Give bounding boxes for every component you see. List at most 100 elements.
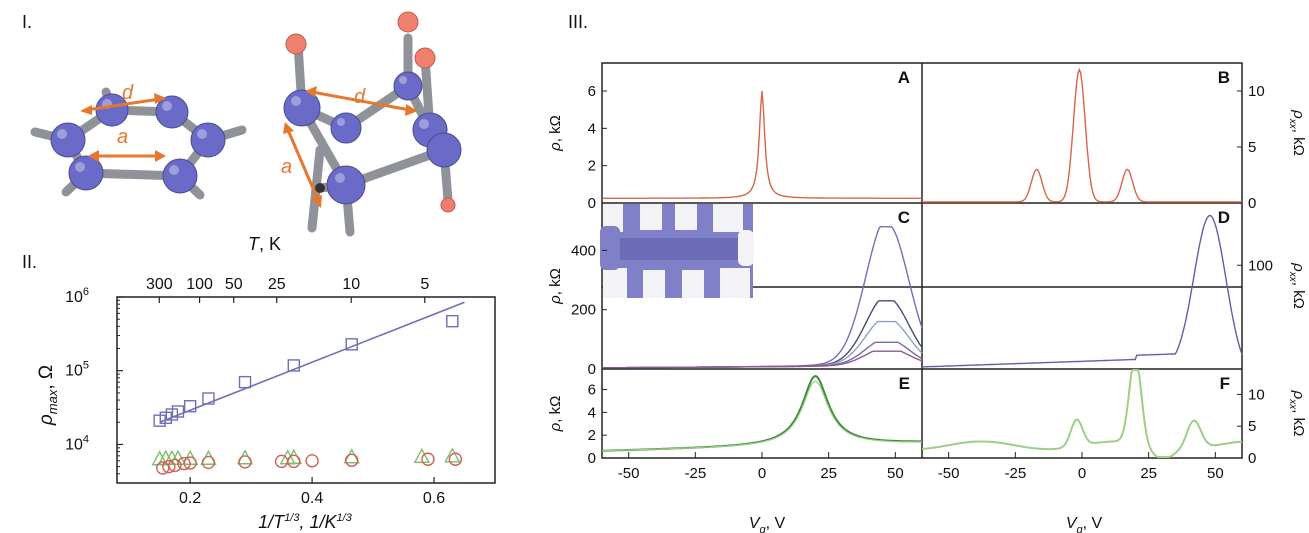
- square-marker: [446, 314, 459, 328]
- y-tick-label: 4: [588, 404, 596, 421]
- y-tick-label: 200: [571, 302, 596, 319]
- circle-marker: [345, 453, 359, 467]
- curve-D: [922, 214, 1243, 368]
- section-label-II: II.: [22, 252, 37, 272]
- chart-II-points: [151, 314, 463, 475]
- circle-marker: [168, 458, 182, 473]
- x-tick-label: -25: [684, 465, 706, 482]
- circle-marker: [177, 456, 191, 471]
- circle-marker: [448, 452, 463, 466]
- square-marker: [171, 405, 185, 418]
- section-label-III: III.: [568, 12, 588, 32]
- fit-line: [159, 301, 465, 424]
- top-tick-label: 25: [268, 276, 286, 293]
- circle-marker: [156, 461, 170, 475]
- triangle-marker: [444, 447, 461, 463]
- circle-marker: [183, 456, 197, 470]
- circle-marker: [162, 459, 176, 474]
- distance-label-d: d: [122, 82, 134, 104]
- chart-II-frame: [116, 296, 496, 484]
- x-tick-label: -50: [938, 465, 960, 482]
- panel-letter: C: [898, 208, 910, 227]
- square-marker: [183, 400, 197, 413]
- y-tick-label: 6: [588, 83, 596, 100]
- triangle-marker: [236, 449, 254, 465]
- panel-ylabel: ρxx, kΩ: [1287, 390, 1307, 437]
- chart-II-xlabel: 1/T1/3, 1/K1/3: [258, 512, 353, 532]
- triangle-marker: [413, 447, 431, 463]
- y-tick-label: 104: [65, 433, 89, 453]
- curve-A: [602, 90, 922, 199]
- square-marker: [287, 359, 301, 372]
- chart-II-top-ticks: 300 100 50 25 10 5: [146, 276, 429, 303]
- chart-II-y-ticks: 104 105 106: [65, 286, 123, 484]
- chart-III-xlabel-left: Vg, V: [749, 515, 786, 533]
- device-micrograph-inset: [600, 204, 754, 298]
- y-tick-label: 10: [1248, 83, 1265, 100]
- circle-marker: [201, 455, 216, 470]
- y-tick-label: 105: [65, 360, 89, 380]
- x-tick-label: -50: [618, 465, 640, 482]
- y-tick-label: 0: [588, 361, 596, 378]
- y-tick-label: 0: [1248, 195, 1256, 212]
- x-tick-label: 25: [820, 465, 837, 482]
- y-tick-label: 0: [588, 450, 596, 467]
- y-tick-label: 5: [1248, 418, 1256, 435]
- x-tick-label: 25: [1140, 465, 1157, 482]
- y-tick-label: 6: [588, 382, 596, 399]
- section-label-I: I.: [22, 12, 32, 32]
- curve-F: [921, 369, 1243, 458]
- chart-III-xlabel-right: Vg, V: [1066, 515, 1103, 533]
- x-tick-label: 50: [887, 465, 904, 482]
- y-tick-label: 5: [1248, 139, 1256, 156]
- top-tick-label: 300: [146, 276, 173, 293]
- panel-letter: B: [1218, 68, 1230, 87]
- panel-letter: E: [899, 374, 910, 393]
- panel-letter: D: [1218, 208, 1230, 227]
- molecule-chair: d a: [281, 11, 462, 237]
- y-tick-label: 0: [588, 195, 596, 212]
- square-marker: [345, 338, 358, 351]
- chart-II-fit-line: [159, 301, 465, 424]
- distance-label-d-chair: d: [354, 86, 366, 108]
- top-tick-label: 10: [342, 276, 360, 293]
- curve-C-1: [602, 300, 923, 369]
- panel-ylabel: ρ, kΩ: [547, 115, 564, 152]
- curve-E-secondary: [602, 380, 922, 452]
- chart-II-ylabel: ρmax, Ω: [36, 365, 60, 426]
- chart-II-x-ticks: 0.2 0.4 0.6: [179, 477, 445, 507]
- molecule-planar-ring: d a: [30, 82, 247, 200]
- x-tick-label: 0.6: [423, 490, 445, 507]
- chart-II-resistance-vs-temperature: T, K ρmax, Ω 1/T1/3, 1/K1/3 0.2 0.4 0.6 10…: [36, 234, 496, 532]
- circle-marker: [287, 454, 301, 469]
- panel-ylabel: ρxx, kΩ: [1287, 109, 1307, 156]
- y-tick-label: 2: [588, 427, 596, 444]
- y-tick-label: 100: [1248, 257, 1273, 274]
- y-tick-label: 0: [1248, 450, 1256, 467]
- curve-C-2: [602, 320, 923, 369]
- top-tick-label: 100: [186, 276, 213, 293]
- circle-marker: [238, 455, 252, 469]
- top-tick-label: 50: [225, 276, 243, 293]
- y-tick-label: 10: [1248, 386, 1265, 403]
- distance-label-a-chair: a: [281, 156, 292, 178]
- x-tick-label: 0: [1078, 465, 1086, 482]
- chart-II-top-axis-label: T, K: [248, 234, 281, 254]
- y-tick-label: 2: [588, 158, 596, 175]
- circle-marker: [305, 454, 319, 468]
- y-tick-label: 400: [571, 242, 596, 259]
- curve-C-4: [602, 350, 923, 369]
- x-tick-label: 0: [758, 465, 766, 482]
- curve-B: [922, 67, 1242, 203]
- x-tick-label: -25: [1004, 465, 1026, 482]
- panel-letter: F: [1220, 374, 1230, 393]
- panel-letter: A: [898, 68, 910, 87]
- x-tick-label: 50: [1207, 465, 1224, 482]
- chart-III-x-ticks: -50 -25 0 25 50 -50 -25 0 25 50: [618, 452, 1224, 482]
- x-tick-label: 0.4: [301, 490, 323, 507]
- y-tick-label: 4: [588, 120, 596, 137]
- panel-ylabel: ρxx, kΩ: [1287, 262, 1307, 309]
